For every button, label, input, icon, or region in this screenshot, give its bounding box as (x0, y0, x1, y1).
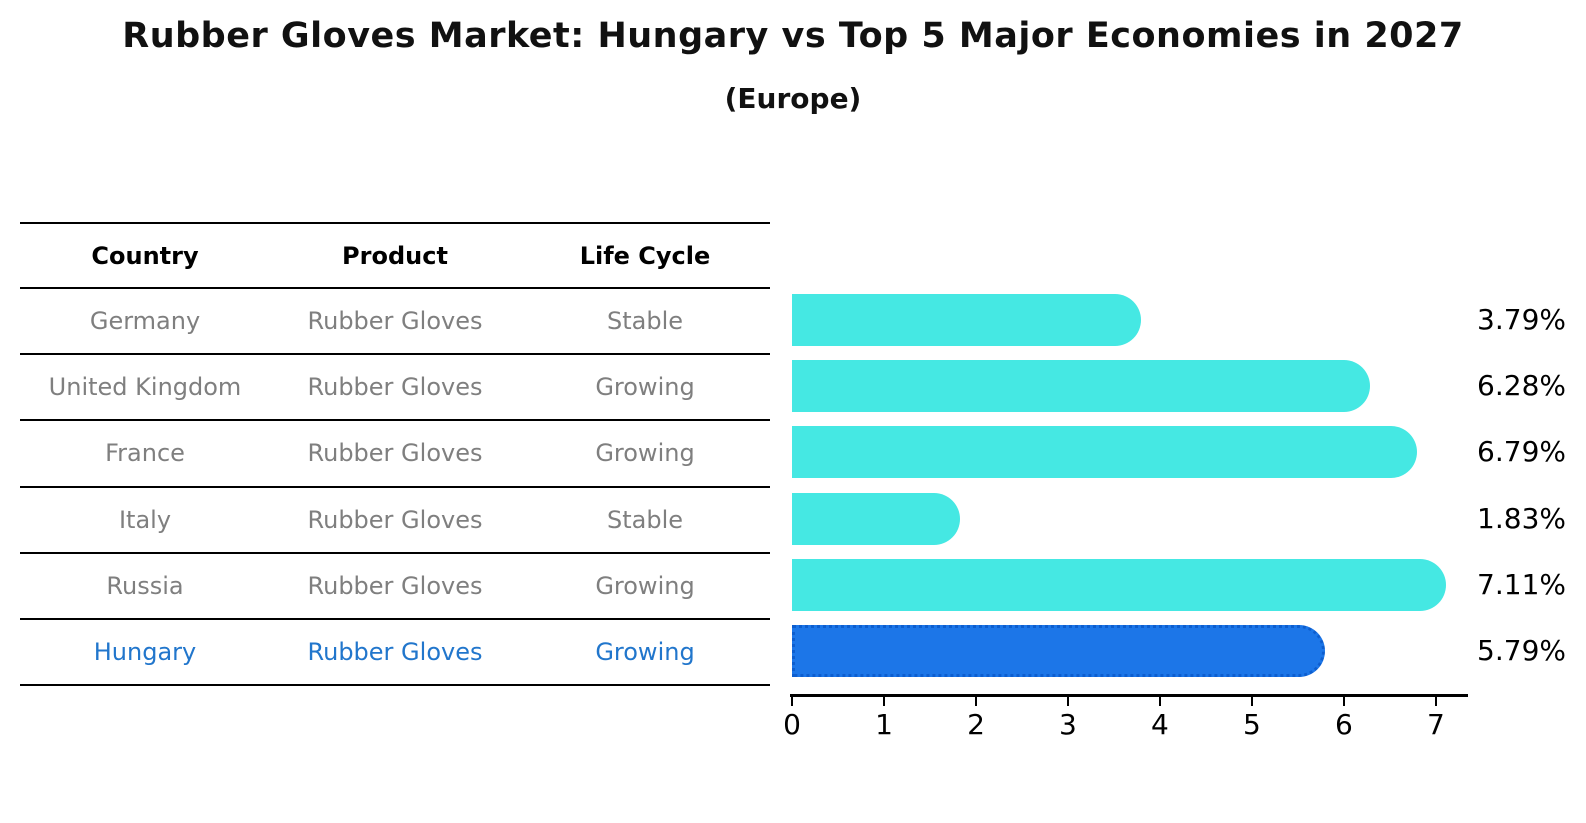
bar-united-kingdom (792, 360, 1370, 413)
x-tick-label: 6 (1335, 708, 1353, 741)
cell-life-cycle: Growing (595, 638, 695, 667)
bar-germany (792, 294, 1141, 346)
cell-product: Rubber Gloves (307, 638, 483, 667)
cell-product: Rubber Gloves (307, 373, 483, 402)
cell-country: France (105, 439, 185, 468)
cell-life-cycle: Stable (606, 505, 684, 534)
x-tick-mark (791, 697, 793, 706)
x-tick-mark (974, 697, 977, 706)
value-label: 1.83% (1477, 501, 1566, 535)
table-row: France Rubber Gloves Growing (20, 421, 770, 488)
cell-life-cycle: Growing (595, 439, 695, 468)
cell-country: Italy (118, 505, 172, 534)
value-label: 5.79% (1477, 634, 1566, 667)
bar-france (792, 426, 1417, 479)
table-header-row: Country Product Life Cycle (20, 224, 770, 289)
cell-life-cycle: Growing (595, 373, 695, 402)
header-country: Country (91, 241, 199, 270)
x-tick-label: 1 (875, 708, 893, 741)
x-tick-mark (882, 697, 885, 706)
value-label: 3.79% (1477, 303, 1566, 336)
cell-life-cycle: Stable (606, 307, 684, 336)
cell-product: Rubber Gloves (307, 571, 483, 600)
x-tick-label: 0 (783, 708, 801, 741)
chart-title: Rubber Gloves Market: Hungary vs Top 5 M… (122, 16, 1464, 56)
cell-country: Germany (89, 307, 201, 336)
cell-product: Rubber Gloves (307, 505, 483, 534)
bar-italy (792, 492, 961, 545)
x-tick-mark (1250, 697, 1253, 706)
chart-subtitle: (Europe) (724, 82, 862, 115)
x-tick-mark (1158, 697, 1161, 706)
x-tick-label: 4 (1151, 708, 1169, 741)
x-tick-label: 7 (1427, 708, 1445, 741)
table-row: Russia Rubber Gloves Growing (20, 554, 770, 620)
bar-hungary-highlight (792, 625, 1325, 677)
x-tick-label: 5 (1243, 708, 1261, 741)
cell-life-cycle: Growing (595, 571, 695, 600)
table-row-highlight-hungary: Hungary Rubber Gloves Growing (20, 620, 770, 687)
value-label: 7.11% (1477, 567, 1566, 601)
bar-russia (792, 558, 1447, 611)
x-tick-label: 2 (967, 708, 985, 741)
value-label: 6.28% (1477, 369, 1566, 403)
country-table: Country Product Life Cycle Germany Rubbe… (20, 222, 770, 687)
table-row: United Kingdom Rubber Gloves Growing (20, 355, 770, 422)
cell-country: Russia (106, 571, 184, 600)
x-tick-mark (1434, 697, 1437, 706)
value-label: 6.79% (1477, 435, 1566, 469)
header-life-cycle: Life Cycle (579, 241, 711, 270)
header-product: Product (342, 241, 448, 270)
x-tick-mark (1342, 697, 1345, 706)
cell-country: Hungary (93, 638, 197, 667)
cell-country: United Kingdom (48, 373, 242, 402)
table-row: Germany Rubber Gloves Stable (20, 289, 770, 356)
table-row: Italy Rubber Gloves Stable (20, 488, 770, 554)
x-tick-mark (1066, 697, 1069, 706)
cell-product: Rubber Gloves (307, 307, 483, 336)
cell-product: Rubber Gloves (307, 439, 483, 468)
x-tick-label: 3 (1059, 708, 1077, 741)
x-axis-line (790, 694, 1468, 697)
